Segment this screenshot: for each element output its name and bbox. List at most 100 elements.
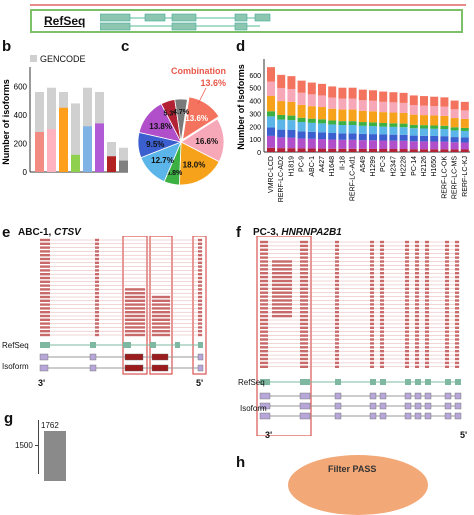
f-read-exon	[445, 357, 449, 361]
f-read-exon	[380, 252, 384, 255]
f-read-exon	[425, 256, 429, 259]
f-read-exon	[405, 248, 409, 251]
d-xtick-label: H2347	[390, 156, 397, 177]
f-read-exon	[300, 365, 308, 368]
panel-g-bar	[44, 431, 66, 481]
f-read-exon	[425, 252, 429, 255]
panel-letter-f: f	[236, 224, 241, 241]
f-read-exon	[335, 342, 339, 345]
d-bar-segment	[277, 129, 286, 138]
e-read-exon	[40, 333, 50, 337]
f-isoform-exon	[369, 402, 377, 410]
d-bar-segment	[318, 107, 326, 120]
d-xtick-label: H1819	[288, 156, 295, 177]
f-read-exon	[425, 279, 429, 283]
f-isoform-exon	[404, 392, 412, 400]
f-read-exon	[300, 334, 308, 337]
f-read-exon	[380, 256, 384, 259]
d-bar-segment	[420, 105, 428, 116]
panel-g-axis	[38, 420, 39, 474]
f-read-exon	[445, 252, 449, 255]
e-highlight-box	[192, 236, 207, 375]
f-read-exon	[272, 291, 292, 294]
f-read-exon	[335, 279, 339, 283]
e-refseq-exon	[123, 342, 131, 348]
f-read-exon	[335, 256, 339, 259]
d-bar-segment	[379, 101, 388, 113]
f-read-exon	[300, 295, 308, 298]
b-bar-isoform	[47, 129, 56, 172]
panel-f-tracks	[256, 236, 462, 436]
f-read-exon	[272, 311, 292, 314]
f-read-exon	[380, 283, 384, 287]
e-highlight-box	[122, 236, 148, 375]
d-bar-segment	[297, 80, 306, 93]
f-read-exon	[445, 303, 449, 306]
d-bar-segment	[338, 148, 347, 152]
f-read-exon	[272, 299, 292, 302]
d-bar-segment	[399, 149, 408, 152]
d-bar-segment	[307, 122, 316, 132]
f-read-exon	[272, 264, 292, 267]
d-bar-segment	[430, 135, 439, 142]
f-isoform-exon	[369, 392, 377, 400]
e-read-exon	[152, 322, 170, 325]
f-read-exon	[300, 260, 308, 263]
e-read-exon	[95, 330, 99, 333]
f-read-exon	[445, 353, 449, 357]
f-read-exon	[425, 287, 429, 290]
e-isoform-exon	[89, 364, 97, 372]
f-read-exon	[335, 307, 339, 310]
e-read-exon	[198, 333, 202, 337]
d-ytick-label: 500	[249, 86, 261, 93]
f-read-exon	[380, 326, 384, 329]
f-read-exon	[455, 350, 459, 353]
f-read-exon	[455, 346, 459, 349]
f-read-exon	[425, 353, 429, 357]
e-read-exon	[125, 292, 145, 295]
f-read-exon	[380, 291, 384, 294]
e-read-exon	[152, 330, 170, 333]
f-read-exon	[260, 260, 268, 263]
c-slice-label: 12.7%	[151, 156, 174, 165]
f-read-exon	[445, 365, 449, 368]
panel-letter-d: d	[236, 38, 246, 55]
f-read-exon	[380, 342, 384, 345]
d-bar-segment	[389, 149, 398, 152]
d-bar-segment	[369, 140, 377, 149]
e-read-exon	[152, 326, 170, 329]
e-read-exon	[198, 276, 202, 280]
f-read-exon	[370, 240, 374, 244]
panel-f-title: PC-3, HNRNPA2B1	[253, 227, 342, 238]
f-read-exon	[300, 314, 308, 318]
f-read-exon	[445, 318, 449, 322]
panel-e-refseq-label: RefSeq	[2, 341, 29, 350]
f-read-exon	[405, 252, 409, 255]
d-bar-segment	[389, 140, 398, 150]
d-bar-segment	[460, 127, 469, 131]
f-read-exon	[272, 314, 292, 318]
d-bar-segment	[440, 136, 449, 142]
panel-e-sample: ABC-1,	[18, 227, 55, 238]
d-bar-segment	[420, 115, 428, 126]
d-bar-segment	[277, 87, 286, 102]
d-bar-segment	[348, 133, 357, 140]
d-bar-segment	[420, 135, 428, 142]
e-read-exon	[40, 269, 50, 272]
f-read-exon	[445, 299, 449, 302]
e-read-exon	[125, 295, 145, 299]
f-isoform-exon	[334, 392, 342, 400]
f-read-exon	[455, 311, 459, 314]
e-read-exon	[40, 257, 50, 261]
f-read-exon	[455, 268, 459, 271]
f-read-exon	[335, 287, 339, 290]
d-bar-segment	[389, 112, 398, 124]
e-isoform-exon	[197, 353, 204, 361]
f-read-exon	[425, 357, 429, 361]
panel-f-right-end: 5'	[460, 430, 468, 440]
f-read-exon	[370, 357, 374, 361]
d-xtick-label: A427	[319, 156, 326, 172]
d-bar-segment	[450, 130, 459, 138]
c-callout-line	[197, 87, 207, 105]
f-read-exon	[272, 260, 292, 263]
